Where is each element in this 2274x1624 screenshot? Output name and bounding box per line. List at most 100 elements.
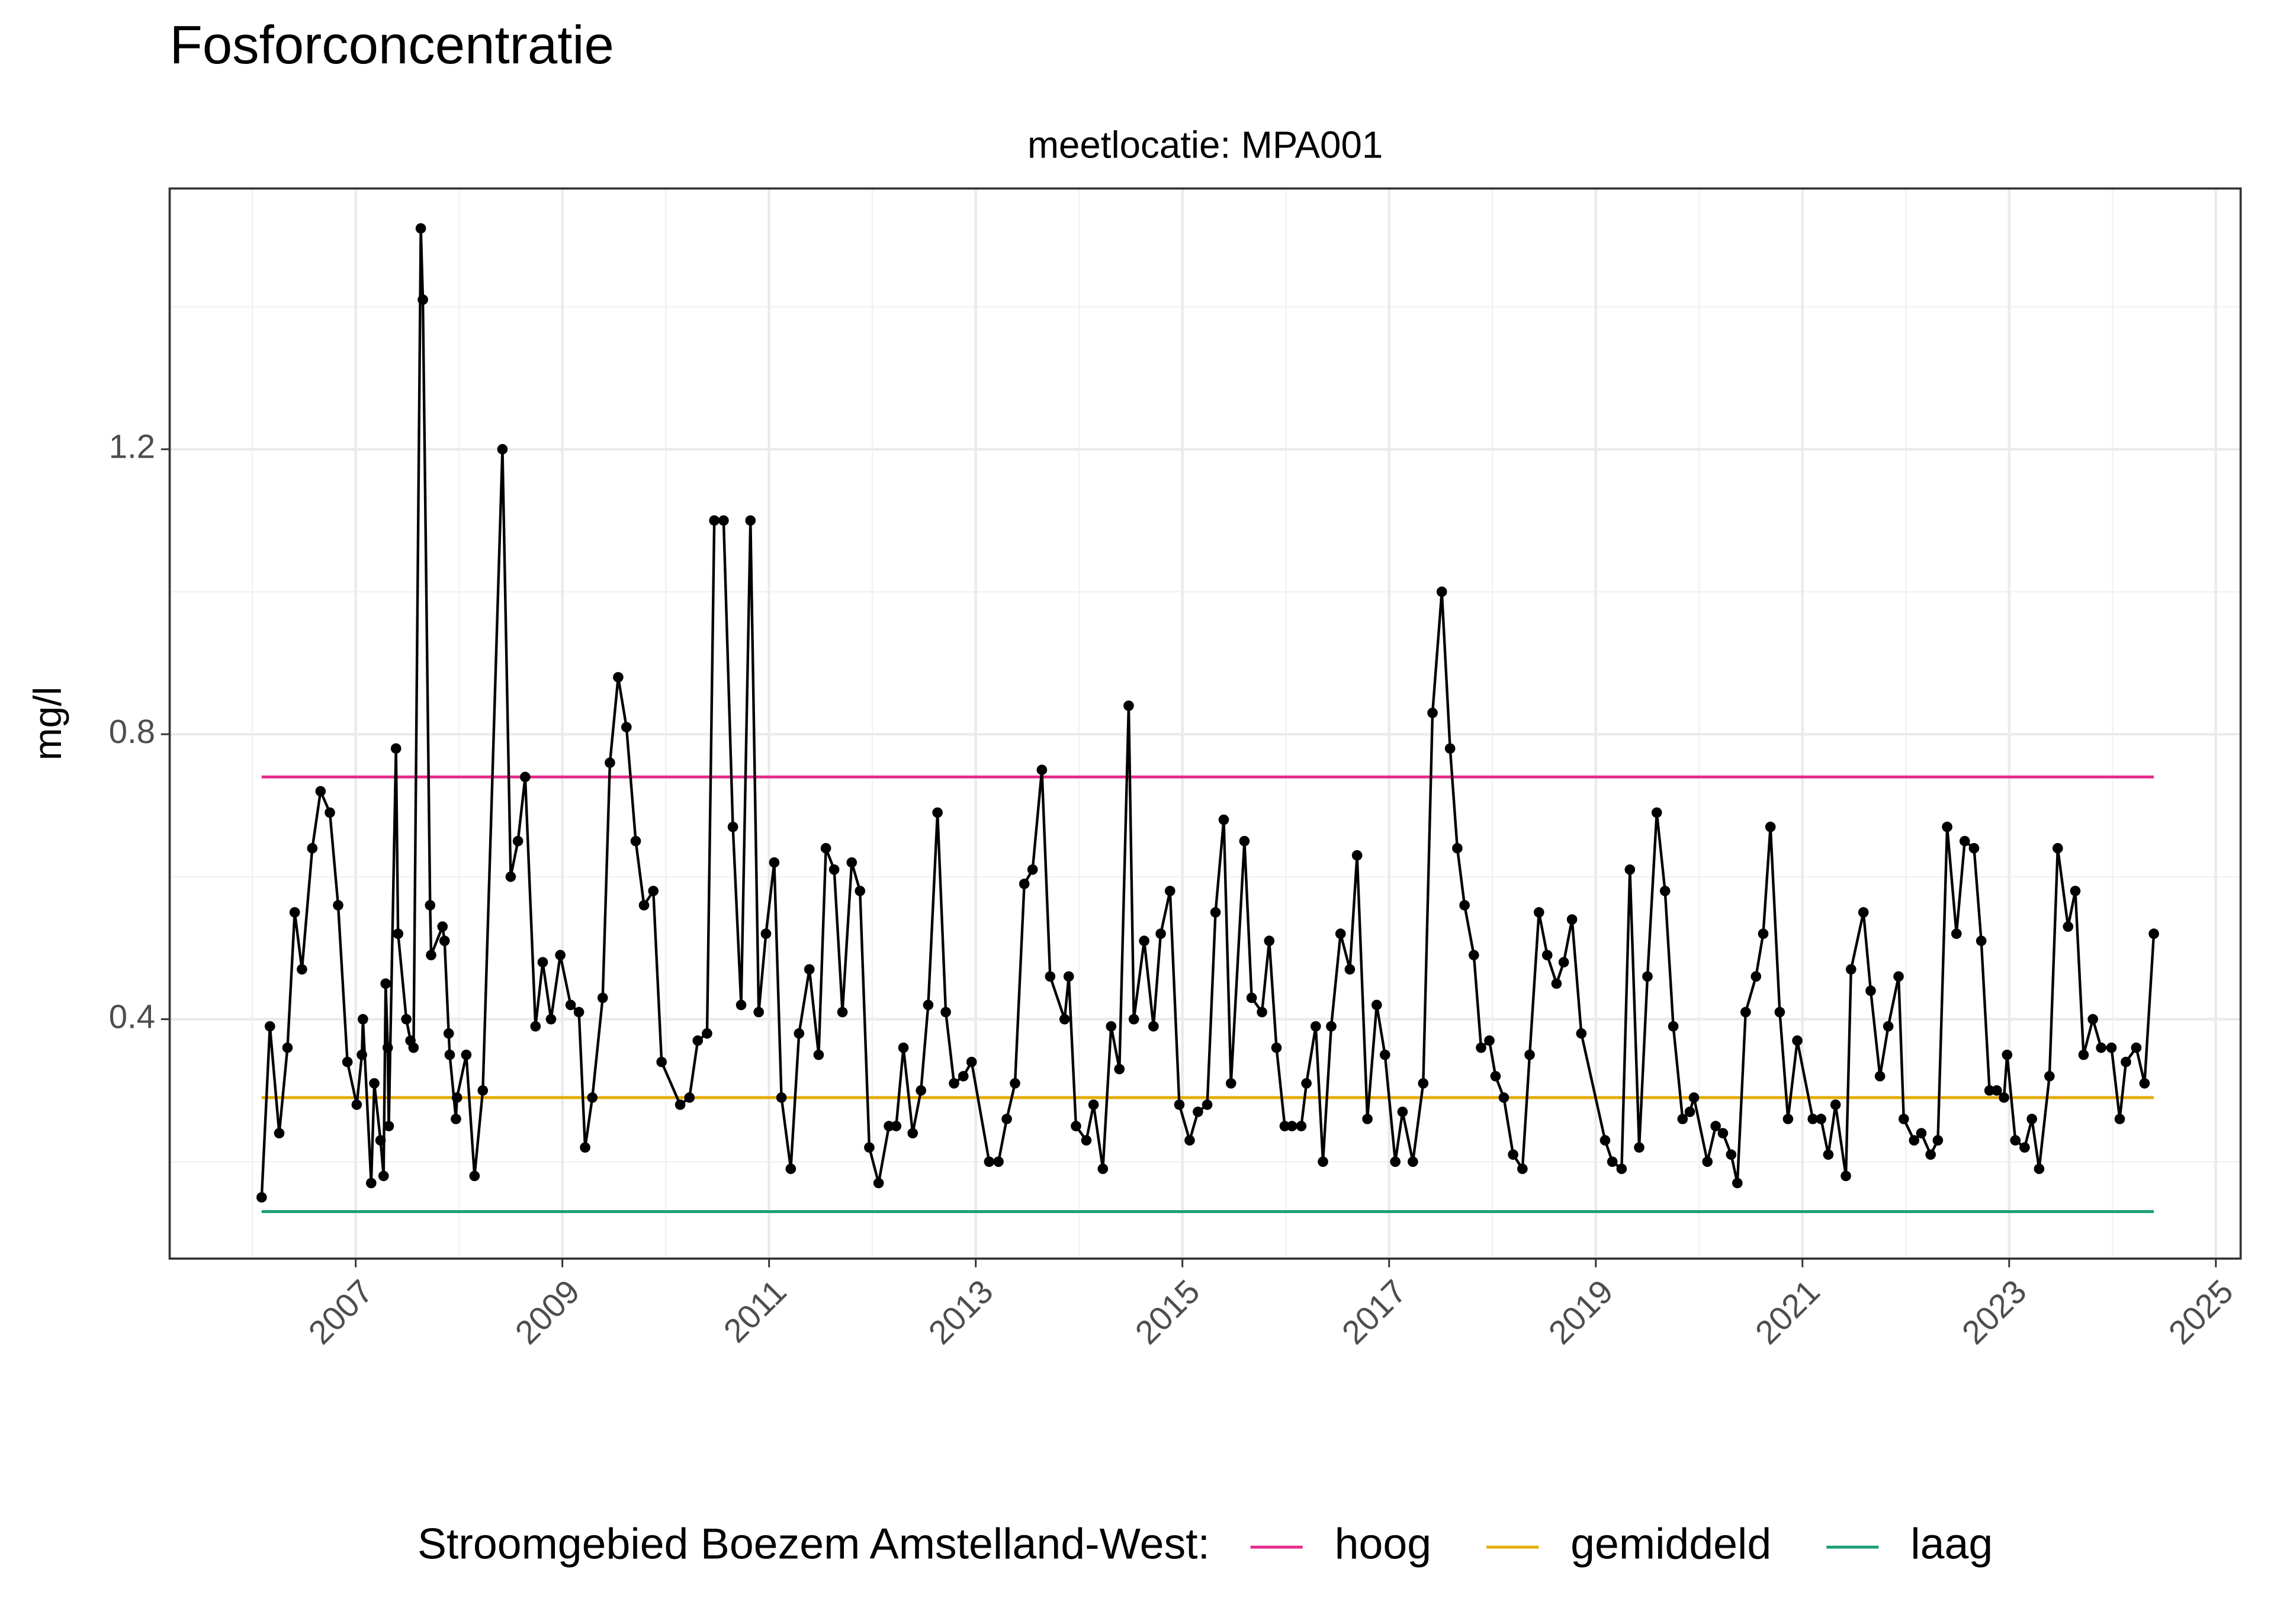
- data-point: [1651, 807, 1662, 818]
- data-point: [1326, 1021, 1337, 1032]
- x-tick-label: 2019: [1541, 1272, 1620, 1351]
- data-point: [1732, 1178, 1743, 1189]
- data-point: [1830, 1099, 1841, 1110]
- data-point: [1071, 1121, 1081, 1131]
- data-point: [1684, 1107, 1695, 1117]
- data-point: [1459, 900, 1470, 911]
- data-point: [555, 950, 566, 961]
- data-point: [1710, 1121, 1721, 1131]
- data-point: [351, 1099, 362, 1110]
- data-point: [1688, 1092, 1700, 1103]
- data-point: [1765, 821, 1776, 832]
- data-point: [2044, 1070, 2055, 1082]
- data-point: [1418, 1078, 1429, 1089]
- data-point: [1164, 886, 1175, 896]
- data-point: [1123, 700, 1134, 711]
- data-point: [1001, 1114, 1012, 1124]
- data-point: [907, 1128, 918, 1139]
- data-point: [884, 1121, 894, 1131]
- data-point: [1271, 1042, 1282, 1053]
- data-point: [537, 957, 548, 968]
- data-point: [2148, 928, 2159, 939]
- data-point: [573, 1006, 584, 1018]
- x-tick-label: 2025: [2161, 1272, 2240, 1351]
- data-point: [1607, 1156, 1618, 1167]
- data-point: [718, 515, 729, 526]
- data-point: [587, 1092, 598, 1103]
- data-point: [2121, 1056, 2131, 1067]
- data-point: [1566, 914, 1578, 925]
- data-point: [1063, 971, 1074, 982]
- data-point: [497, 443, 508, 455]
- data-point: [709, 515, 720, 526]
- data-point: [1210, 907, 1221, 918]
- data-point: [408, 1042, 419, 1053]
- data-point: [932, 807, 943, 818]
- data-point: [1916, 1128, 1927, 1139]
- data-point: [393, 928, 404, 939]
- data-point: [2010, 1135, 2021, 1146]
- data-point: [1807, 1114, 1819, 1124]
- data-point: [2070, 886, 2081, 896]
- data-point: [1999, 1092, 2009, 1103]
- data-point: [1469, 950, 1479, 961]
- data-point: [1059, 1014, 1070, 1025]
- data-point: [545, 1014, 557, 1025]
- data-point: [1726, 1149, 1737, 1160]
- data-point: [1379, 1049, 1390, 1060]
- data-point: [949, 1078, 959, 1089]
- data-point: [1758, 928, 1769, 939]
- y-axis-title: mg/l: [26, 687, 70, 761]
- data-point: [804, 964, 815, 975]
- data-point: [401, 1014, 412, 1025]
- data-point: [1106, 1021, 1117, 1032]
- legend-label: hoog: [1335, 1519, 1431, 1568]
- data-point: [1436, 586, 1447, 597]
- data-point: [2078, 1049, 2089, 1060]
- data-point: [1286, 1121, 1297, 1131]
- data-point: [1279, 1121, 1290, 1131]
- data-point: [369, 1078, 380, 1089]
- data-point: [735, 999, 747, 1011]
- x-tick-label: 2021: [1748, 1272, 1827, 1351]
- data-point: [1097, 1163, 1109, 1175]
- data-point: [958, 1070, 969, 1082]
- data-point: [648, 886, 659, 896]
- data-point: [1027, 864, 1038, 875]
- data-point: [512, 835, 523, 847]
- data-point: [1968, 842, 1980, 854]
- data-point: [1942, 821, 1952, 832]
- data-point: [366, 1178, 377, 1189]
- data-point: [264, 1021, 275, 1032]
- data-point: [282, 1042, 293, 1053]
- data-point: [2063, 921, 2074, 932]
- data-point: [580, 1142, 590, 1153]
- data-point: [692, 1035, 704, 1046]
- data-point: [375, 1135, 386, 1146]
- data-point: [1984, 1085, 1995, 1096]
- data-point: [325, 807, 335, 818]
- data-point: [1081, 1135, 1092, 1146]
- data-point: [1634, 1142, 1645, 1153]
- data-point: [1239, 835, 1250, 847]
- data-point: [2026, 1114, 2037, 1124]
- x-tick-label: 2007: [301, 1272, 380, 1351]
- data-point: [1893, 971, 1904, 982]
- data-point: [1296, 1121, 1307, 1131]
- data-point: [1498, 1092, 1509, 1103]
- data-point: [1218, 814, 1229, 825]
- data-point: [1551, 978, 1562, 989]
- data-point: [417, 294, 428, 305]
- data-point: [1362, 1114, 1373, 1124]
- data-point: [1774, 1006, 1785, 1018]
- data-point: [605, 757, 615, 768]
- y-tick-label: 0.4: [109, 998, 155, 1035]
- data-point: [383, 1121, 394, 1131]
- data-point: [451, 1114, 461, 1124]
- data-point: [776, 1092, 787, 1103]
- data-point: [1576, 1028, 1587, 1039]
- data-point: [745, 515, 756, 526]
- data-point: [1932, 1135, 1944, 1146]
- data-point: [1951, 928, 1962, 939]
- data-point: [984, 1156, 995, 1167]
